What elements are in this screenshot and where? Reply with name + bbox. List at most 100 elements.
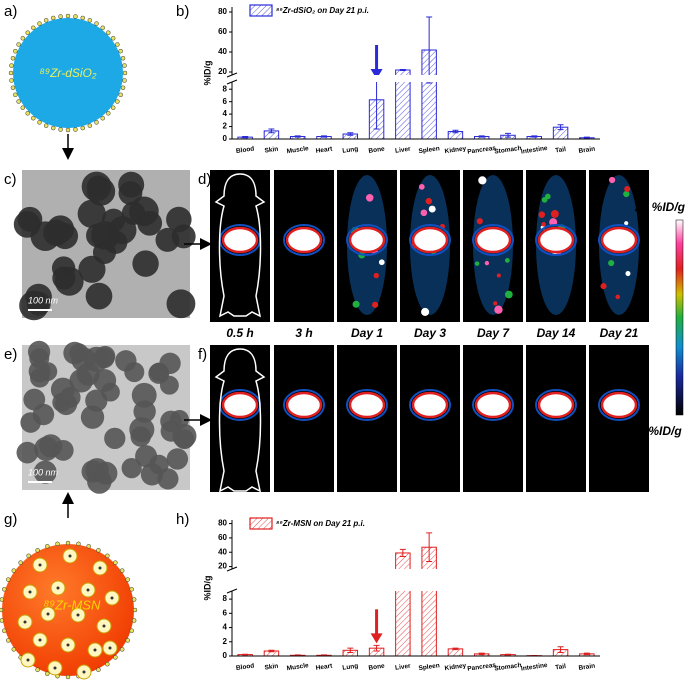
surface-dot bbox=[31, 115, 36, 121]
bar bbox=[421, 546, 437, 657]
surface-dot bbox=[35, 548, 40, 553]
surface-dot bbox=[55, 541, 60, 547]
surface-dot bbox=[6, 577, 11, 582]
y-tick-label: 40 bbox=[218, 547, 227, 556]
surface-dot bbox=[87, 123, 93, 128]
nanoparticle bbox=[33, 460, 57, 484]
legend-swatch bbox=[249, 4, 273, 17]
pore-dot bbox=[38, 563, 42, 567]
organ-signal bbox=[411, 226, 449, 254]
surface-dot bbox=[119, 568, 125, 573]
organ-signal bbox=[348, 391, 386, 419]
hotspot bbox=[623, 190, 630, 198]
x-tick-label: Spleen bbox=[418, 662, 440, 672]
surface-dot bbox=[118, 48, 123, 54]
panel-label: e) bbox=[4, 346, 17, 363]
surface-dot bbox=[20, 105, 26, 110]
x-tick-label: Heart bbox=[315, 662, 333, 671]
pet-image bbox=[337, 345, 397, 492]
surface-dot bbox=[6, 638, 11, 643]
time-label: Day 1 bbox=[351, 326, 383, 340]
hotspot bbox=[600, 283, 607, 290]
error-bar bbox=[557, 646, 564, 653]
surface-dot bbox=[9, 78, 14, 83]
nanoparticle bbox=[59, 386, 81, 408]
y-tick-label: 0 bbox=[223, 134, 228, 143]
x-tick-label: Muscle bbox=[286, 145, 309, 155]
y-tick-label: 4 bbox=[223, 623, 228, 632]
legend-label: ⁸⁹Zr-dSiO₂ on Day 21 p.i. bbox=[276, 6, 369, 15]
error-bar bbox=[452, 647, 459, 651]
nanoparticle bbox=[166, 448, 189, 470]
time-label: Day 14 bbox=[537, 326, 576, 340]
x-tick-label: Tail bbox=[555, 146, 567, 154]
surface-dot bbox=[113, 655, 118, 660]
y-axis-label: %ID/g bbox=[202, 575, 212, 600]
scale-bar-label: 100 nm bbox=[28, 295, 59, 305]
organ-halo bbox=[535, 224, 577, 256]
pore-dot bbox=[110, 596, 114, 600]
surface-dot bbox=[20, 36, 26, 41]
x-tick-label: Lung bbox=[342, 146, 359, 155]
organ-signal bbox=[221, 226, 259, 254]
surface-dot bbox=[35, 667, 40, 672]
error-bar bbox=[583, 136, 590, 139]
nanoparticle bbox=[69, 368, 93, 393]
y-tick-label: 80 bbox=[218, 519, 227, 528]
x-tick-label: Lung bbox=[342, 663, 359, 672]
nanoparticle bbox=[69, 343, 89, 363]
bar bbox=[395, 552, 411, 657]
organ-signal bbox=[537, 391, 575, 419]
image-panels: ⁸⁹Zr-dSiO₂ 100 nm 100 nm 0.5 h 3 h Day 1 Day 3… bbox=[0, 13, 684, 680]
surface-dot bbox=[73, 127, 78, 132]
hotspot bbox=[484, 260, 490, 266]
organ-halo bbox=[409, 224, 451, 256]
pet-image bbox=[589, 345, 649, 492]
x-tick-label: Bone bbox=[368, 663, 385, 672]
surface-dot bbox=[58, 127, 63, 132]
nanoparticle bbox=[93, 369, 117, 392]
error-bar bbox=[294, 135, 301, 138]
dsio2-sphere bbox=[13, 18, 123, 128]
error-bar bbox=[347, 647, 354, 653]
organ-halo bbox=[598, 389, 640, 421]
organ-signal bbox=[411, 391, 449, 419]
hotspot bbox=[541, 197, 548, 203]
pore-dot bbox=[66, 643, 70, 647]
nanoparticle bbox=[85, 282, 113, 310]
y-tick-label: 60 bbox=[218, 533, 227, 542]
x-tick-label: Brain bbox=[578, 663, 595, 672]
panel-label: f) bbox=[198, 346, 207, 363]
surface-dot bbox=[0, 618, 5, 623]
x-tick-label: Heart bbox=[315, 145, 333, 154]
y-tick-label: 6 bbox=[223, 608, 228, 617]
y-tick-label: 6 bbox=[223, 97, 228, 106]
pore-dot bbox=[76, 613, 80, 617]
surface-dot bbox=[0, 607, 4, 613]
nanoparticle bbox=[155, 227, 180, 252]
y-tick-label: 60 bbox=[218, 27, 227, 36]
hotspot bbox=[615, 294, 621, 300]
hotspot bbox=[476, 218, 483, 225]
error-bar bbox=[505, 132, 511, 138]
surface-dot bbox=[58, 14, 63, 19]
nanoparticle bbox=[129, 417, 155, 443]
panel-label: d) bbox=[198, 171, 211, 188]
y-axis-label: %ID/g bbox=[202, 60, 212, 85]
pet-image bbox=[400, 345, 460, 492]
surface-dot bbox=[73, 14, 78, 19]
panel-label: c) bbox=[4, 171, 17, 188]
organ-halo bbox=[472, 389, 514, 421]
hotspot bbox=[425, 197, 433, 205]
error-bar bbox=[531, 135, 538, 138]
surface-dot bbox=[122, 78, 127, 83]
hotspot bbox=[428, 205, 436, 213]
error-bar bbox=[399, 69, 406, 71]
surface-dot bbox=[105, 661, 110, 667]
x-tick-label: Muscle bbox=[286, 662, 309, 672]
pore-dot bbox=[82, 670, 86, 674]
nanoparticle bbox=[157, 468, 179, 490]
surface-dot bbox=[129, 587, 134, 592]
error-bar bbox=[478, 652, 485, 656]
surface-dot bbox=[37, 21, 42, 26]
